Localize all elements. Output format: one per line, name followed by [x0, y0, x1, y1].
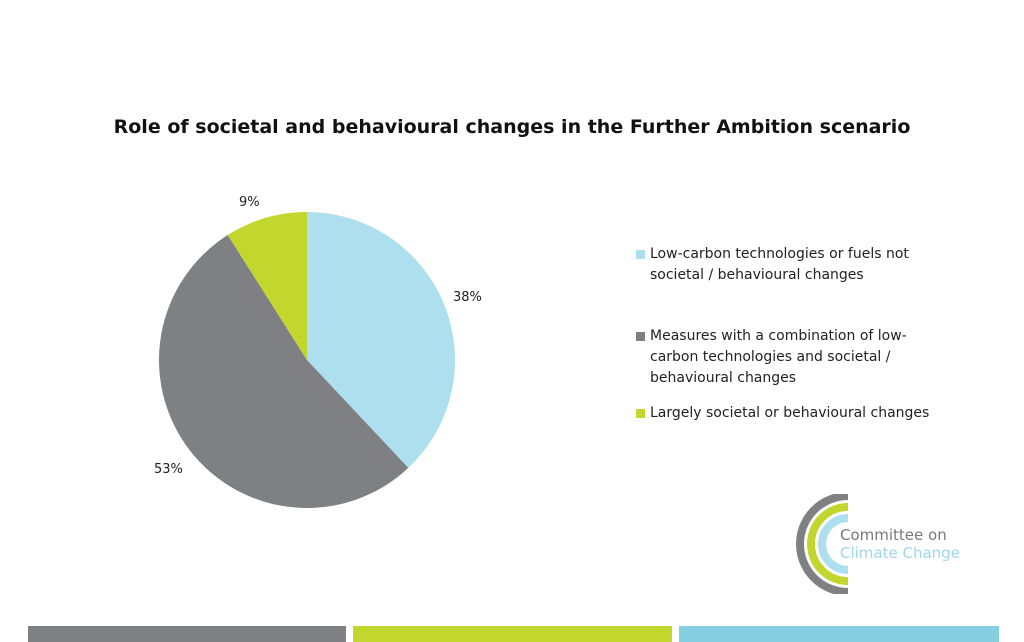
legend-label: Largely societal or behavioural changes	[650, 405, 930, 421]
pie-slice-combination	[158, 235, 409, 509]
legend-label: Low-carbon technologies or fuels not soc…	[650, 246, 909, 283]
legend-item-low-carbon: Low-carbon technologies or fuels not soc…	[636, 244, 936, 286]
legend-swatch	[636, 409, 645, 418]
logo-text: Committee on Climate Change	[840, 526, 960, 562]
legend-swatch	[636, 332, 645, 341]
pie-slice-low-carbon	[307, 212, 456, 468]
logo-line-1: Committee on	[840, 526, 947, 544]
footer-bar-blue	[679, 626, 999, 642]
ccc-logo-icon	[796, 494, 849, 594]
legend-item-combination: Measures with a combination of low-carbo…	[636, 326, 936, 389]
chart-title: Role of societal and behavioural changes…	[113, 116, 911, 138]
legend: Low-carbon technologies or fuels not soc…	[636, 244, 936, 424]
data-label-combination: 53%	[154, 462, 183, 477]
logo-line-2: Climate Change	[840, 544, 960, 562]
legend-label: Measures with a combination of low-carbo…	[650, 328, 907, 386]
footer-bar-gray	[28, 626, 346, 642]
pie-slice-societal	[227, 212, 307, 360]
data-label-low-carbon: 38%	[453, 290, 482, 305]
legend-swatch	[636, 250, 645, 259]
footer-bar-green	[353, 626, 672, 642]
legend-item-societal: Largely societal or behavioural changes	[636, 403, 936, 424]
data-label-societal: 9%	[239, 195, 260, 210]
